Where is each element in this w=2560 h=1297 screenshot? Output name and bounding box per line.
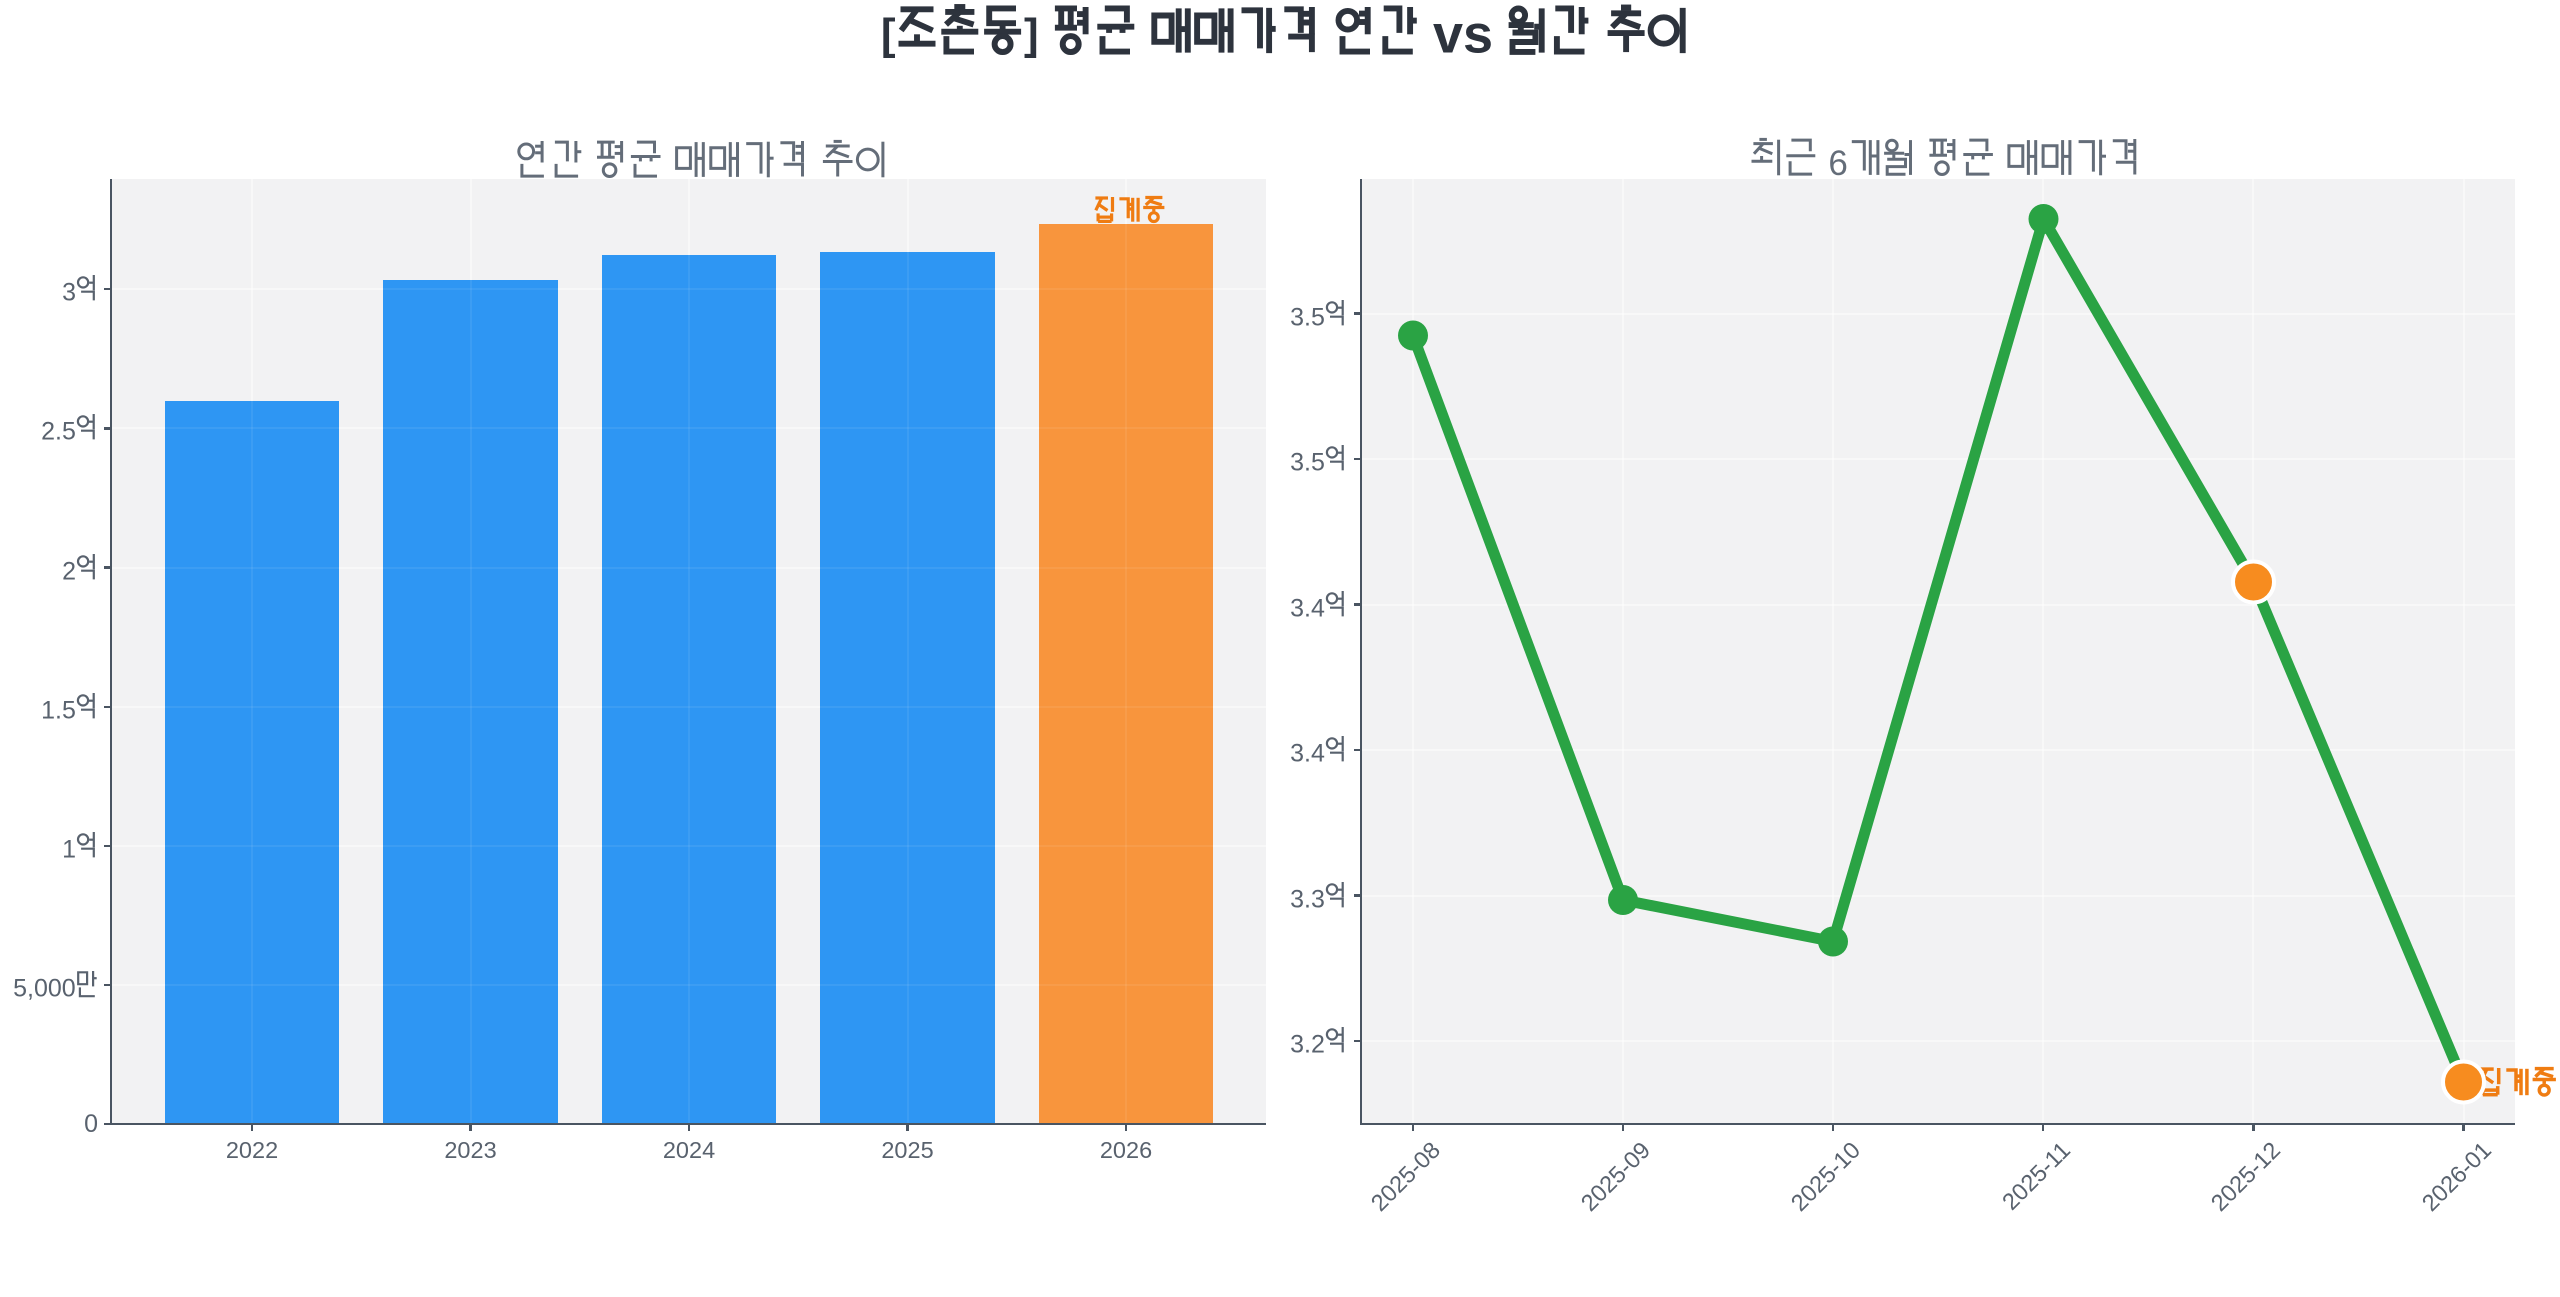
svg-text:3: 3 bbox=[62, 279, 76, 307]
svg-text:vs: vs bbox=[1433, 5, 1493, 61]
svg-text:3.5: 3.5 bbox=[1290, 303, 1325, 331]
svg-text:2: 2 bbox=[62, 557, 76, 585]
svg-text:3.4: 3.4 bbox=[1290, 740, 1325, 768]
svg-text:]: ] bbox=[1024, 10, 1039, 59]
svg-text:3.2: 3.2 bbox=[1290, 1031, 1325, 1059]
svg-text:2.5: 2.5 bbox=[41, 418, 76, 446]
svg-text:5,000: 5,000 bbox=[13, 975, 76, 1003]
svg-text:[: [ bbox=[881, 10, 896, 59]
svg-text:3.4: 3.4 bbox=[1290, 594, 1325, 622]
svg-text:1.5: 1.5 bbox=[41, 696, 76, 724]
svg-text:1: 1 bbox=[62, 835, 76, 863]
svg-text:6: 6 bbox=[1828, 144, 1847, 183]
svg-text:3.5: 3.5 bbox=[1290, 449, 1325, 477]
svg-text:3.3: 3.3 bbox=[1290, 885, 1325, 913]
